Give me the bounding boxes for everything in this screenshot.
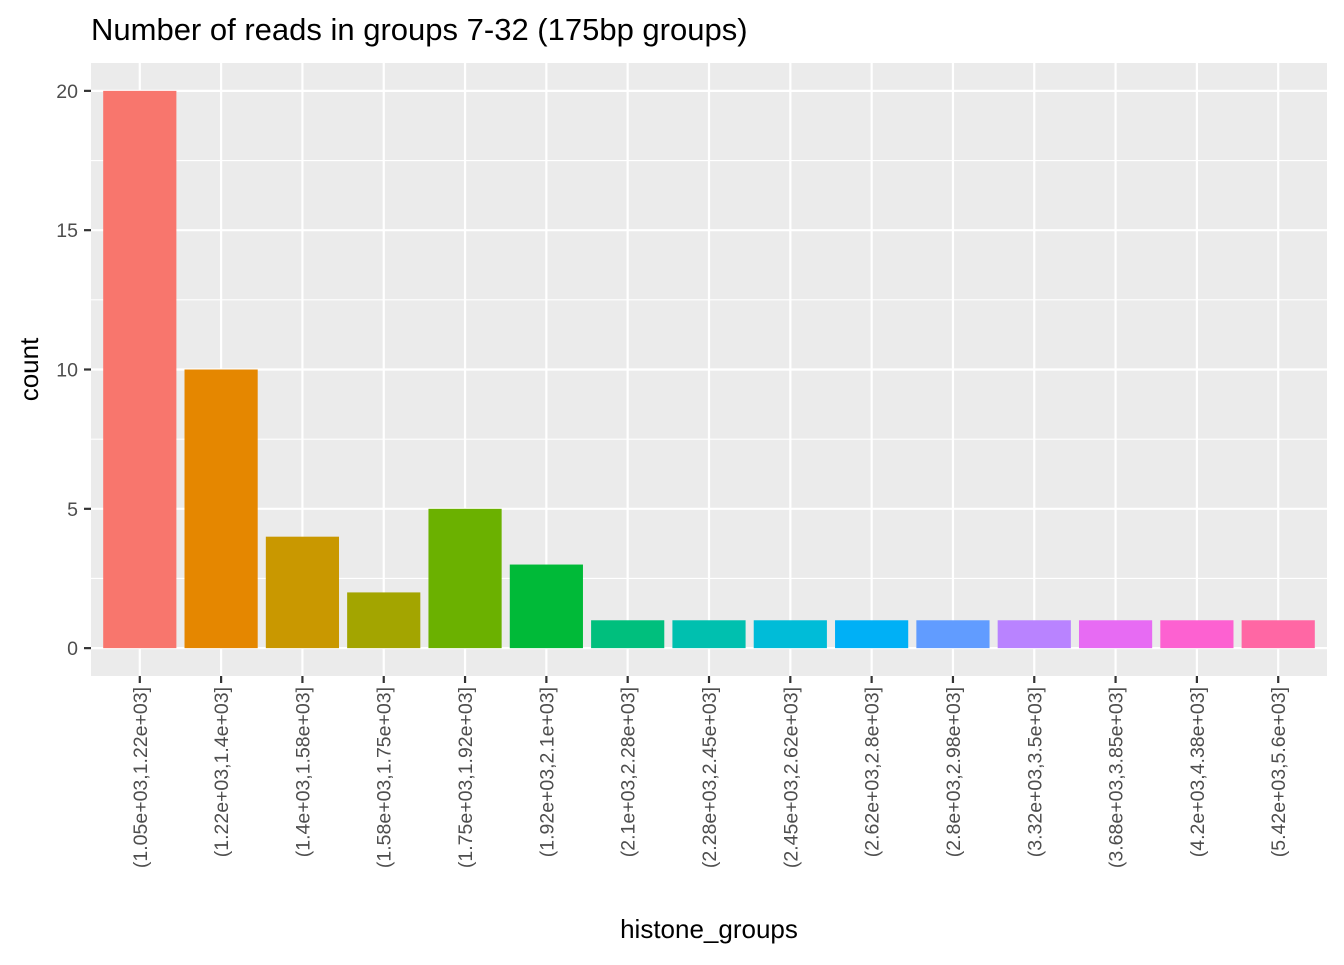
y-tick-label: 0 — [67, 638, 78, 660]
y-axis: 0 5 10 15 20 — [56, 81, 91, 660]
bar — [835, 620, 909, 649]
bar — [509, 564, 583, 649]
bar — [347, 592, 421, 649]
x-tick-label: (1.22e+03,1.4e+03] — [211, 687, 233, 857]
bar — [753, 620, 827, 649]
y-tick-label: 20 — [56, 81, 78, 103]
x-axis: (1.05e+03,1.22e+03] (1.22e+03,1.4e+03] (1.… — [130, 676, 1290, 868]
x-tick-label: (1.92e+03,2.1e+03] — [536, 687, 558, 857]
y-axis-title: count — [14, 337, 44, 401]
bar — [1078, 620, 1153, 649]
x-tick-label: (1.05e+03,1.22e+03] — [130, 687, 152, 868]
x-tick-label: (1.4e+03,1.58e+03] — [292, 687, 314, 857]
bar — [428, 508, 502, 649]
x-tick-label: (2.45e+03,2.62e+03] — [780, 687, 802, 868]
x-tick-label: (2.1e+03,2.28e+03] — [618, 687, 640, 857]
y-tick-label: 5 — [67, 499, 78, 521]
bars — [103, 90, 1315, 649]
x-tick-label: (5.42e+03,5.6e+03] — [1268, 687, 1290, 857]
x-tick-label: (2.8e+03,2.98e+03] — [943, 687, 965, 857]
bar — [672, 620, 746, 649]
chart-title: Number of reads in groups 7-32 (175bp gr… — [91, 12, 748, 47]
bar — [265, 536, 340, 649]
bar — [916, 620, 990, 649]
bar — [591, 620, 665, 649]
bar — [103, 90, 177, 649]
x-tick-label: (4.2e+03,4.38e+03] — [1187, 687, 1209, 857]
bar — [997, 620, 1071, 649]
bar — [1241, 620, 1315, 649]
x-tick-label: (1.75e+03,1.92e+03] — [455, 687, 477, 868]
x-tick-label: (2.28e+03,2.45e+03] — [699, 687, 721, 868]
x-tick-label: (1.58e+03,1.75e+03] — [374, 687, 396, 868]
y-tick-label: 15 — [56, 220, 78, 242]
x-tick-label: (3.32e+03,3.5e+03] — [1024, 687, 1046, 857]
x-tick-label: (2.62e+03,2.8e+03] — [862, 687, 884, 857]
bar — [1160, 620, 1234, 649]
x-axis-title: histone_groups — [620, 914, 798, 944]
y-tick-label: 10 — [56, 360, 78, 382]
x-tick-label: (3.68e+03,3.85e+03] — [1106, 687, 1128, 868]
bar — [184, 369, 258, 649]
